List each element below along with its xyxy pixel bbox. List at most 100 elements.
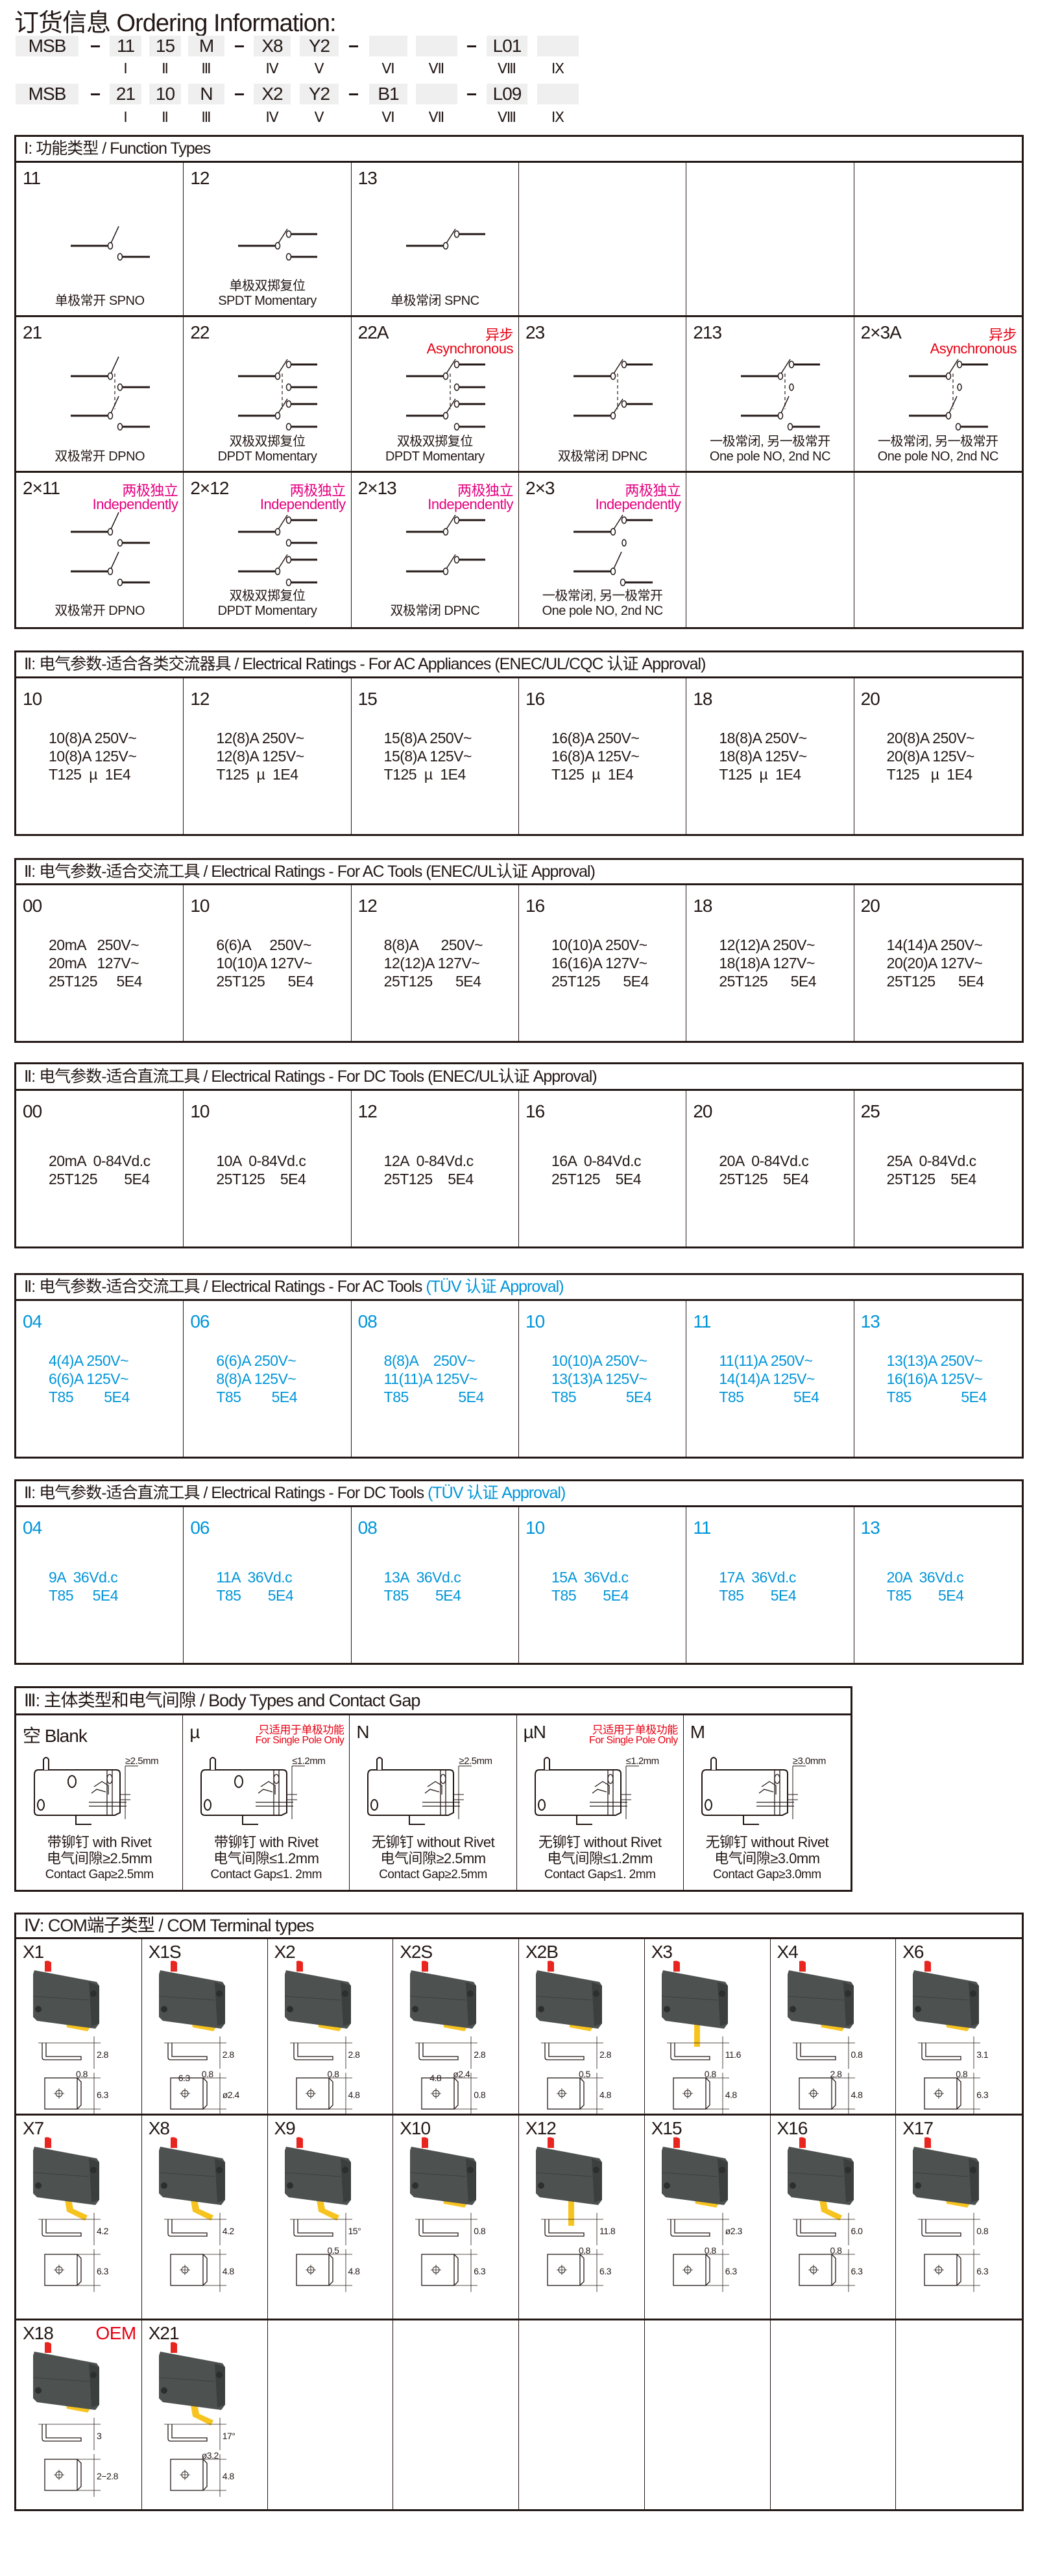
function-code: 23 [525,322,545,342]
ratings-table: Ⅱ: 电气参数-适合交流工具 / Electrical Ratings - Fo… [14,1273,1024,1459]
dimension-label: 17° [222,2431,235,2441]
rating-08: 08 8(8)A 250V~ 11(11)A 125V~ T85 5E4 [352,1301,519,1457]
rating-00: 00 20mA 250V~ 20mA 127V~ 25T125 5E4 [16,885,184,1041]
rating-line: 13A 36Vd.c [383,1569,461,1586]
rating-line: 25T125 5E4 [719,973,817,990]
switch-diagram [405,359,485,431]
switch-diagram [238,228,318,261]
approval-label: (ENEC/UL认证 Approval) [428,1067,597,1086]
terminal-code: X15 [651,2118,682,2138]
switch-product-image [787,1961,854,2031]
dimension-label: 2.8 [474,2049,486,2060]
rating-line: 16(16)A 125V~ [886,1370,983,1387]
rating-code: 10 [23,689,42,709]
terminal-code: X2 [274,1942,296,1962]
rating-line: 17A 36Vd.c [719,1569,796,1586]
note-cn: 两极独立 [289,483,346,499]
function-type-213: 213 一极常闭, 另一极常开 One pole NO, 2nd NC [686,317,854,473]
function-type-11: 11 单极常开 SPNO [16,163,184,317]
dimension-label: 0.5 [327,2245,339,2256]
rating-code: 08 [357,1311,378,1331]
rating-line: 13(13)A 125V~ [551,1370,647,1387]
code-box[interactable]: Y2 [300,36,339,56]
rating-code: 08 [357,1518,378,1538]
position-numeral: Ⅰ [123,109,128,125]
code-box[interactable]: B1 [369,84,407,104]
rating-line: 12(12)A 250V~ [719,936,815,953]
dimension-label: 0.8 [76,2069,88,2079]
body-type-label: Contact Gap≤1. 2mm [210,1868,322,1881]
function-type-23: 23 双极常闭 DPNC [519,317,687,473]
note-en: For Single Pole Only [589,1735,678,1746]
terminal-code: X6 [902,1942,924,1962]
body-type-label: 无铆钉 without Rivet [538,1834,662,1850]
code-box[interactable]: L01 [487,36,527,56]
body-type-label: 无铆钉 without Rivet [705,1834,829,1850]
position-numeral: Ⅲ [201,60,211,77]
rating-line: 25T125 5E4 [383,973,481,990]
dimension-label: 4.8 [851,2090,863,2100]
rating-line: T125 µ 1E4 [886,766,973,783]
code-box[interactable] [537,84,579,104]
code-box[interactable]: 11 [110,36,141,56]
code-box[interactable] [369,36,407,56]
rating-20: 20 20A 0-84Vd.c 25T125 5E4 [686,1091,854,1246]
code-box[interactable] [416,84,457,104]
terminal-code: X4 [777,1942,799,1962]
rating-code: 20 [860,896,880,916]
body-type-code: µN [523,1722,546,1742]
code-box[interactable]: MSB [16,36,78,56]
code-box[interactable]: X8 [254,36,291,56]
body-types-table: Ⅲ: 主体类型和电气间隙 / Body Types and Contact Ga… [14,1686,852,1892]
rating-06: 06 6(6)A 250V~ 8(8)A 125V~ T85 5E4 [184,1301,352,1457]
code-box[interactable]: Y2 [300,84,339,104]
rating-code: 06 [190,1311,210,1331]
function-label: 单极常开 SPNO [54,294,145,308]
code-box[interactable]: M [188,36,224,56]
body-outline-drawing [200,1757,306,1825]
separator-dash [235,45,244,47]
dimension-label: 4.8 [599,2090,611,2100]
code-box[interactable]: 15 [149,36,181,56]
terminal-code: X9 [274,2118,296,2138]
rating-values: 15(8)A 250V~ 15(8)A 125V~ T125 µ 1E4 [384,729,472,783]
rating-values: 8(8)A 250V~ 12(12)A 127V~ 25T125 5E4 [384,936,483,990]
switch-product-image [284,2137,351,2221]
code-box[interactable]: 10 [149,84,181,104]
section-title: Ⅲ: 主体类型和电气间隙 / Body Types and Contact Ga… [24,1691,420,1710]
rating-code: 12 [357,896,378,916]
dimension-label: 0.8 [579,2245,590,2256]
terminal-X15: X15 ø2.3 0.8 6.3 [644,2116,771,2320]
rating-11: 11 17A 36Vd.c T85 5E4 [686,1507,854,1663]
code-box[interactable]: 21 [110,84,141,104]
rating-code: 00 [23,896,42,916]
rating-code: 10 [525,1311,545,1331]
grid-cell [519,163,687,317]
rating-line: 20mA 250V~ [49,936,139,953]
code-box[interactable]: X2 [254,84,291,104]
position-numeral: Ⅲ [201,109,211,125]
note-cn: 只适用于单极功能 [592,1724,679,1736]
rating-16: 16 16A 0-84Vd.c 25T125 5E4 [519,1091,687,1246]
rating-line: 12A 0-84Vd.c [383,1152,474,1169]
rating-values: 25A 0-84Vd.c 25T125 5E4 [887,1152,977,1188]
rating-line: 25T125 5E4 [383,1171,474,1187]
terminal-code: X18 [23,2323,54,2343]
rating-12: 12 8(8)A 250V~ 12(12)A 127V~ 25T125 5E4 [352,885,519,1041]
rating-00: 00 20mA 0-84Vd.c 25T125 5E4 [16,1091,184,1246]
position-numeral: Ⅷ [498,109,516,125]
rating-values: 13(13)A 250V~ 16(16)A 125V~ T85 5E4 [887,1352,987,1406]
code-box[interactable] [416,36,457,56]
ordering-title: 订货信息 Ordering Information: [14,10,337,37]
code-box[interactable]: N [188,84,224,104]
terminal-X2: X2 2.8 0.8 4.8 [267,1939,394,2116]
rating-line: 16A 0-84Vd.c [551,1152,642,1169]
rating-code: 12 [190,689,210,709]
code-box[interactable] [537,36,579,56]
dimension-label: 15° [348,2226,361,2236]
code-box[interactable]: MSB [16,84,78,104]
code-box[interactable]: L09 [487,84,527,104]
ratings-table-header: Ⅱ: 电气参数-适合直流工具 / Electrical Ratings - Fo… [16,1481,1022,1507]
rating-04: 04 4(4)A 250V~ 6(6)A 125V~ T85 5E4 [16,1301,184,1457]
rating-line: 15(8)A 250V~ [383,730,472,746]
